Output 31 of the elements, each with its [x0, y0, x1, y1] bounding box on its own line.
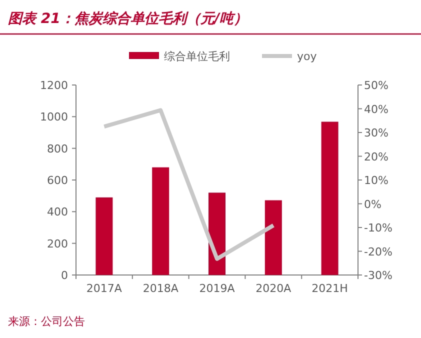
x-tick-label: 2018A: [142, 282, 179, 295]
chart-title: 图表 21：焦炭综合单位毛利（元/吨）: [8, 10, 248, 27]
x-tick-label: 2017A: [86, 282, 122, 295]
line-series: [102, 108, 276, 261]
y2-tick-label: -30%: [364, 269, 392, 282]
bar: [152, 167, 170, 275]
y2-tick-label: 50%: [364, 79, 388, 92]
bar: [321, 122, 338, 275]
y-tick-label: 800: [47, 142, 68, 156]
y-tick-label: 200: [47, 237, 68, 250]
y2-tick-label: 20%: [364, 150, 388, 164]
y-tick-label: 600: [47, 174, 68, 187]
y-tick-label: 400: [47, 206, 68, 219]
bar: [208, 192, 226, 275]
bar: [96, 197, 113, 275]
bar: [264, 200, 282, 275]
x-tick-label: 2020A: [256, 282, 292, 295]
x-tick-label: 2019A: [199, 282, 236, 295]
source-note: 来源：公司公告: [8, 315, 85, 328]
y2-tick-label: 10%: [364, 174, 388, 187]
y2-tick-label: 30%: [364, 126, 388, 140]
legend-label: yoy: [297, 50, 318, 63]
y-tick-label: 0: [61, 269, 68, 282]
y2-tick-label: -20%: [364, 245, 392, 258]
y-tick-label: 1000: [40, 110, 68, 124]
y2-tick-label: 0%: [364, 198, 382, 211]
legend-label: 综合单位毛利: [164, 50, 230, 63]
y-tick-label: 1200: [40, 79, 68, 92]
y2-tick-label: -10%: [364, 222, 392, 234]
x-tick-label: 2021H: [312, 282, 348, 295]
y2-tick-label: 40%: [364, 102, 388, 116]
